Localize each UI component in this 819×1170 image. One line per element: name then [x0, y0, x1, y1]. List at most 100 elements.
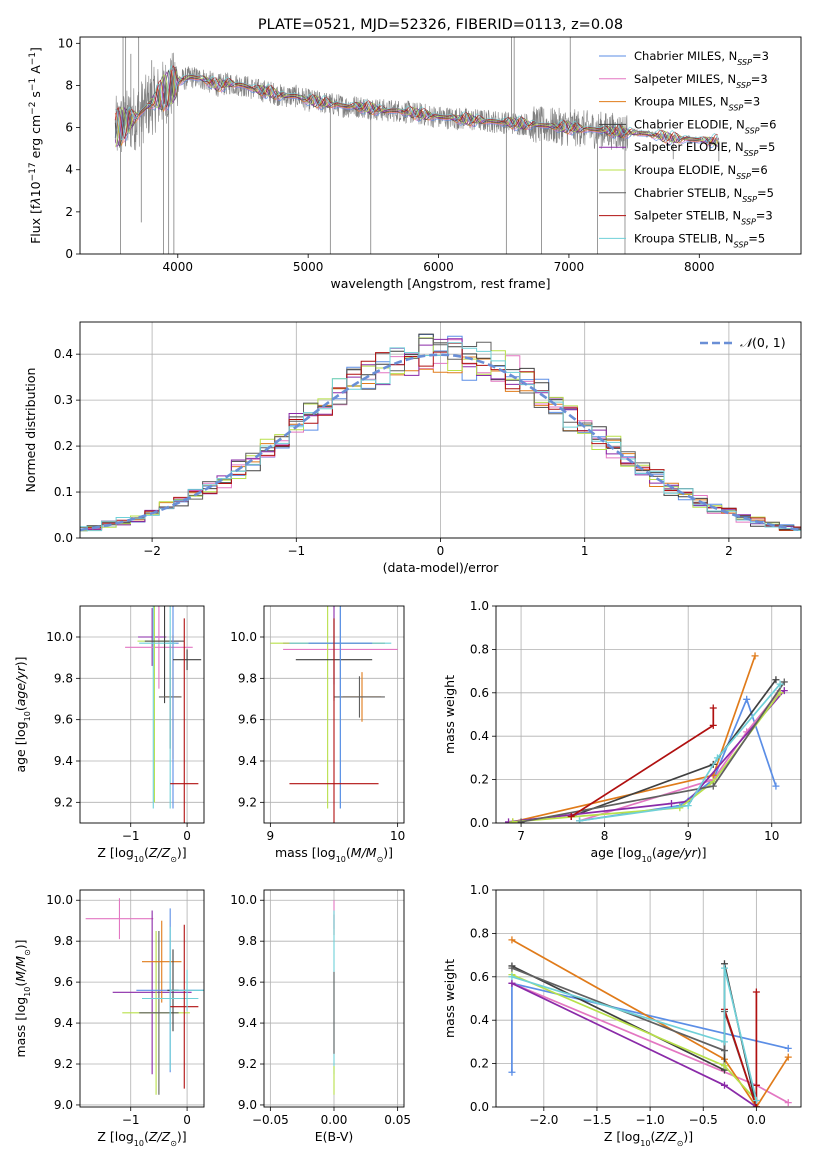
weight-marker [508, 936, 516, 944]
x-axis-label: wavelength [Angstrom, rest frame] [330, 276, 550, 291]
legend-entry: Kroupa MILES, NSSP=3 [634, 95, 760, 113]
y-axis-label: mass [log10(M/M⊙)] [13, 939, 32, 1057]
x-axis-label: Z [log10(Z/Z⊙)] [97, 845, 186, 864]
spectrum-plot-area [114, 37, 720, 254]
mass_vs_Z-frame [79, 889, 205, 1108]
weight-line [511, 982, 757, 1107]
y-tick-label: 0.2 [54, 439, 73, 453]
mass_vs_ebv-frame [263, 889, 405, 1108]
y-tick-label: 0.1 [54, 485, 73, 499]
age_vs_Z-axes: −1 0 9.2 9.4 9.6 9.8 10.0 Z [log10(Z/Z⊙)] age [l… [13, 605, 205, 864]
weight-marker [784, 1099, 792, 1107]
x-tick-label: 7000 [554, 260, 585, 274]
residual-histogram [80, 333, 801, 530]
weight-series [517, 678, 788, 823]
weight-line [511, 973, 758, 1102]
age_vs_mass-plot-area [270, 606, 398, 823]
spectrum-axes: 4000 5000 6000 7000 8000 0 2 4 6 8 10 PLATE=0521, M… [28, 17, 802, 291]
weight-marker [752, 1103, 760, 1107]
x-tick-label: 0 [183, 1113, 191, 1127]
legend-entry: Salpeter ELODIE, NSSP=5 [634, 140, 775, 158]
x-tick-label: 8 [601, 829, 609, 843]
y-tick-label: 9.2 [238, 795, 257, 809]
legend-entry: Salpeter MILES, NSSP=3 [634, 72, 768, 90]
x-tick-label: −1 [122, 1113, 140, 1127]
x-tick-label: −2.0 [529, 1113, 558, 1127]
mass_vs_Z-axes: −1 0 9.0 9.2 9.4 9.6 9.8 10.0 Z [log10(Z/Z⊙)] mas… [13, 889, 205, 1148]
legend-entry: Chabrier STELIB, NSSP=5 [634, 186, 774, 204]
y-tick-label: 2 [65, 205, 73, 219]
x-tick-label: −0.05 [252, 1113, 289, 1127]
weight-series [508, 979, 760, 1107]
y-tick-label: 0.2 [470, 773, 489, 787]
weight-marker [784, 1044, 792, 1052]
weight-series [509, 652, 759, 823]
y-tick-label: 0.4 [54, 347, 73, 361]
x-axis-label: age [log10(age/yr)] [590, 845, 706, 864]
spectrum-frame [79, 36, 802, 255]
x-tick-label: −1.5 [582, 1113, 611, 1127]
errorbar-point [144, 606, 185, 704]
y-tick-label: 9.2 [54, 1057, 73, 1071]
y-tick-label: 9.4 [238, 754, 257, 768]
weight-marker [752, 988, 760, 996]
weight-line [512, 692, 781, 823]
model-spectrum [114, 68, 718, 147]
x-tick-label: −1 [287, 544, 305, 558]
y-tick-label: 0.0 [470, 1100, 489, 1114]
weight-series [576, 680, 784, 823]
weight-marker [776, 680, 784, 688]
y-tick-label: 0.8 [470, 642, 489, 656]
age_vs_Z-plot-area [125, 606, 202, 823]
y-tick-label: 9.8 [54, 671, 73, 685]
legend-entry: Chabrier ELODIE, NSSP=6 [634, 117, 776, 135]
y-tick-label: 9.2 [238, 1057, 257, 1071]
y-tick-label: 9.8 [54, 934, 73, 948]
x-axis-label: Z [log10(Z/Z⊙)] [604, 1129, 693, 1148]
observed-spectrum [114, 52, 720, 153]
legend-entry: Kroupa STELIB, NSSP=5 [634, 231, 765, 249]
x-tick-label: 2 [725, 544, 733, 558]
y-tick-label: 10.0 [46, 630, 73, 644]
weight-marker [720, 1038, 728, 1046]
weight-marker [667, 799, 675, 807]
model-spectrum [114, 65, 718, 144]
legend-entry: Salpeter STELIB, NSSP=3 [634, 209, 773, 227]
legend: 𝒩(0, 1) [700, 335, 786, 350]
weight-series [505, 687, 788, 823]
legend: Chabrier MILES, NSSP=3 Salpeter MILES, NS… [599, 49, 776, 249]
y-tick-label: 9.0 [54, 1098, 73, 1112]
weight-series [720, 988, 760, 1107]
y-tick-label: 9.6 [54, 713, 73, 727]
y-axis-label: mass weight [442, 959, 457, 1038]
errorbar-point [138, 608, 167, 666]
weight-marker [684, 802, 692, 810]
y-tick-label: 9.6 [238, 975, 257, 989]
weight-marker [720, 964, 728, 972]
errorbar-point [164, 606, 176, 809]
residuals-frame [79, 321, 802, 539]
chart-title: PLATE=0521, MJD=52326, FIBERID=0113, z=0… [258, 17, 623, 33]
age_vs_mass-frame [263, 605, 405, 824]
errorbar-point [170, 969, 204, 1011]
residuals-plot-area [80, 333, 801, 532]
y-tick-label: 4 [65, 163, 73, 177]
x-tick-label: 8000 [684, 260, 715, 274]
y-tick-label: 0.2 [470, 1057, 489, 1071]
age_vs_Z-frame [79, 605, 205, 824]
weight_vs_Z-axes: −2.0 −1.5 −1.0 −0.5 0.0 0.0 0.2 0.4 0.6 0.8 1.0 Z [… [442, 883, 802, 1148]
weight-marker [752, 1096, 760, 1104]
weight-marker [508, 1068, 516, 1076]
weight-marker [752, 1081, 760, 1089]
errorbar-point [142, 926, 199, 1071]
x-tick-label: −1 [122, 829, 140, 843]
weight-marker [784, 1053, 792, 1061]
weight-marker [772, 676, 780, 684]
y-axis-label: mass weight [442, 675, 457, 754]
mass_vs_ebv-axes: −0.05 0.00 0.05 9.0 9.2 9.4 9.6 9.8 10.0 E(B-V) [230, 889, 411, 1144]
weight-marker [709, 721, 717, 729]
errorbar-point [112, 910, 192, 1075]
y-tick-label: 9.6 [54, 975, 73, 989]
y-tick-label: 10.0 [230, 630, 257, 644]
x-tick-label: 0.05 [384, 1113, 411, 1127]
